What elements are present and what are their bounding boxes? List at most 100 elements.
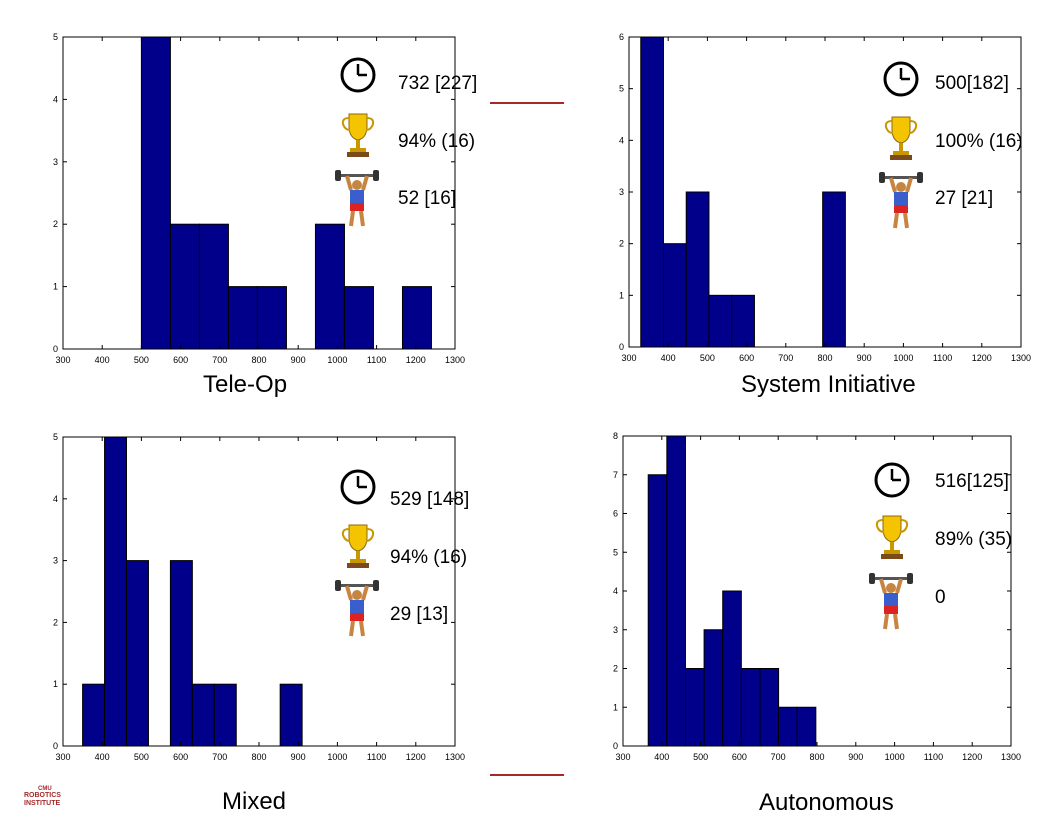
x-tick-label: 1000 <box>327 355 347 365</box>
y-tick-label: 0 <box>53 344 58 354</box>
histogram-system-initiative: 300 400 500 600 700 800 900 1000 1100 1200 1300 0 1 2… <box>619 32 1031 363</box>
trophy-icon <box>875 514 909 560</box>
histogram-bar <box>227 286 258 350</box>
logo-line: INSTITUTE <box>24 800 61 807</box>
x-tick-label: 500 <box>700 353 715 363</box>
y-tick-label: 3 <box>53 556 58 566</box>
x-tick-label: 1300 <box>445 355 465 365</box>
effort-stat: 29 [13] <box>390 604 449 625</box>
histogram-bar <box>640 36 664 348</box>
x-tick-label: 1000 <box>885 752 905 762</box>
histogram-autonomous: 300 400 500 600 700 800 900 1000 1100 1200 1300 0 1 2… <box>613 431 1021 762</box>
x-tick-label: 1200 <box>406 355 426 365</box>
y-tick-label: 1 <box>53 679 58 689</box>
success-stat: 89% (35) <box>935 529 1013 550</box>
y-tick-label: 0 <box>53 741 58 751</box>
x-tick-label: 600 <box>739 353 754 363</box>
robotics-institute-logo: CMU ROBOTICS INSTITUTE <box>24 786 66 810</box>
histogram-bar <box>104 436 128 747</box>
panel-label: Mixed <box>222 788 287 815</box>
trophy-icon <box>341 112 375 158</box>
y-tick-label: 3 <box>619 187 624 197</box>
success-stat: 100% (16) <box>935 131 1023 152</box>
x-tick-label: 800 <box>251 752 266 762</box>
clock-icon <box>340 57 376 93</box>
histogram-bar <box>126 560 149 747</box>
x-tick-label: 800 <box>251 355 266 365</box>
histogram-bar <box>662 243 687 348</box>
histogram-bar <box>198 223 229 350</box>
x-tick-label: 1300 <box>1011 353 1031 363</box>
y-tick-label: 2 <box>613 664 618 674</box>
x-tick-label: 700 <box>212 752 227 762</box>
time-stat: 732 [227] <box>398 73 478 94</box>
x-tick-label: 900 <box>848 752 863 762</box>
x-tick-label: 900 <box>291 752 306 762</box>
weightlifter-icon <box>334 580 380 638</box>
weightlifter-icon <box>878 172 924 230</box>
histogram-bar <box>796 706 817 747</box>
histogram-bar <box>703 629 724 747</box>
x-tick-label: 1100 <box>367 355 386 365</box>
x-tick-label: 600 <box>173 355 188 365</box>
x-tick-label: 300 <box>55 752 70 762</box>
chart-panel-system-initiative: 300 400 500 600 700 800 900 1000 1100 1200 1300 0 1 2… <box>528 0 1056 408</box>
histogram-bar <box>722 590 742 747</box>
x-tick-label: 300 <box>55 355 70 365</box>
histogram-bar <box>401 286 432 350</box>
panel-label: System Initiative <box>741 371 916 398</box>
x-tick-label: 700 <box>778 353 793 363</box>
y-tick-label: 3 <box>53 157 58 167</box>
clock-icon <box>874 462 910 498</box>
histogram-bar <box>169 560 193 747</box>
x-tick-label: 700 <box>212 355 227 365</box>
histogram-bar <box>759 668 780 747</box>
weightlifter-icon <box>868 573 914 631</box>
y-tick-label: 3 <box>613 625 618 635</box>
histogram-bar <box>256 286 287 350</box>
x-tick-label: 800 <box>809 752 824 762</box>
y-tick-label: 5 <box>53 32 58 42</box>
histogram-bar <box>778 706 798 747</box>
x-tick-label: 1300 <box>445 752 465 762</box>
histogram-bar <box>213 683 237 747</box>
trophy-icon <box>884 115 918 161</box>
y-tick-label: 4 <box>613 586 618 596</box>
divider-line <box>490 102 564 104</box>
x-tick-label: 400 <box>95 752 110 762</box>
x-tick-label: 300 <box>621 353 636 363</box>
histogram-bar <box>140 36 171 350</box>
x-tick-label: 300 <box>615 752 630 762</box>
success-stat: 94% (16) <box>390 547 468 568</box>
x-tick-label: 1200 <box>972 353 992 363</box>
y-tick-label: 5 <box>53 432 58 442</box>
y-tick-label: 0 <box>619 342 624 352</box>
x-tick-label: 1100 <box>933 353 952 363</box>
y-tick-label: 0 <box>613 741 618 751</box>
x-tick-label: 800 <box>817 353 832 363</box>
time-stat: 516[125] <box>935 471 1009 492</box>
histogram-bar <box>191 683 215 747</box>
logo-line: CMU <box>38 786 52 792</box>
effort-stat: 52 [16] <box>398 188 457 209</box>
y-tick-label: 6 <box>613 509 618 519</box>
x-tick-label: 1000 <box>327 752 347 762</box>
x-tick-label: 1100 <box>924 752 943 762</box>
x-tick-label: 500 <box>134 355 149 365</box>
histogram-bar <box>647 474 668 747</box>
chart-panel-autonomous: 300 400 500 600 700 800 900 1000 1100 1200 1300 0 1 2… <box>528 408 1056 816</box>
panel-label: Autonomous <box>759 789 894 816</box>
histogram-bar <box>685 191 710 348</box>
x-tick-label: 400 <box>95 355 110 365</box>
y-tick-label: 2 <box>53 617 58 627</box>
clock-icon <box>883 61 919 97</box>
y-tick-label: 4 <box>53 94 58 104</box>
time-stat: 529 [148] <box>390 489 470 510</box>
x-tick-label: 1200 <box>962 752 982 762</box>
histogram-bar <box>314 223 345 350</box>
histogram-bar <box>708 294 733 348</box>
y-tick-label: 5 <box>613 547 618 557</box>
histogram-bar <box>82 683 106 747</box>
x-tick-label: 600 <box>173 752 188 762</box>
histogram-tele-op: 300 400 500 600 700 800 900 1000 1100 1200 1300 0 1 2… <box>53 32 465 365</box>
